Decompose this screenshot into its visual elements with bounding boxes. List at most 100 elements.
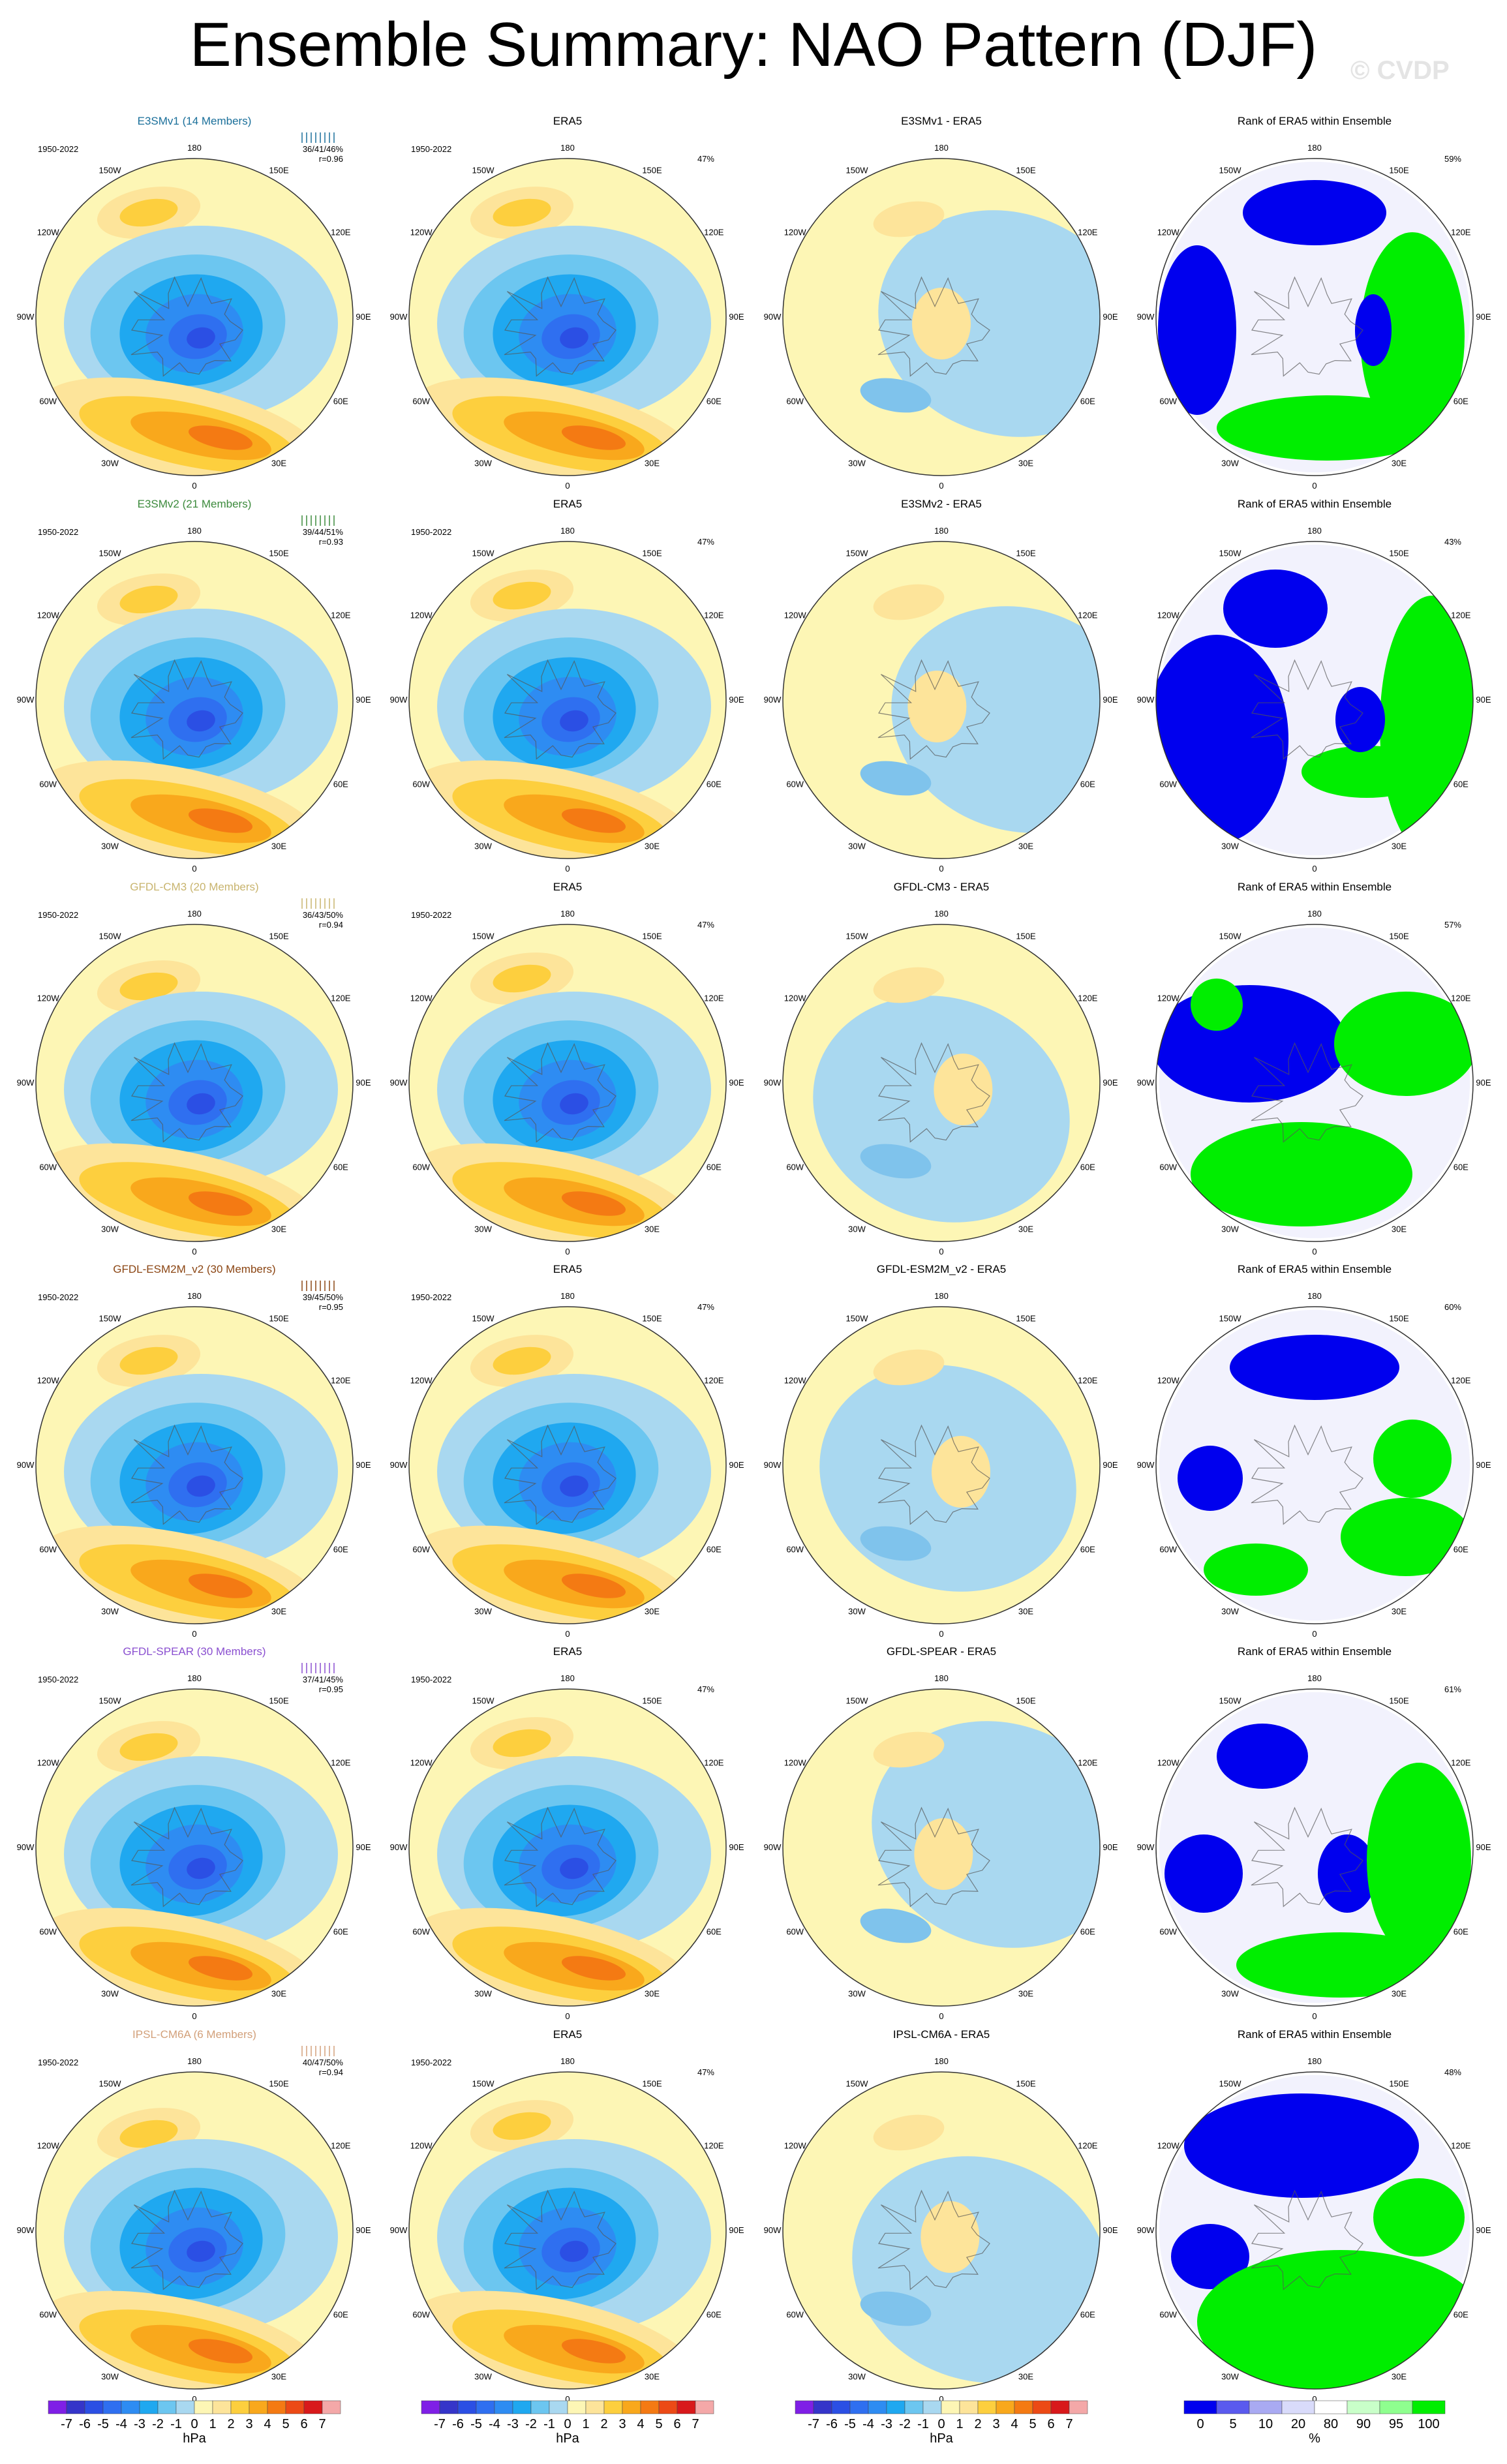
lon-label: 120E <box>704 1376 724 1386</box>
colorbar-swatch <box>530 2400 550 2414</box>
colorbar-swatch <box>1069 2400 1088 2414</box>
panel-title: E3SMv1 - ERA5 <box>901 115 982 127</box>
pc-variance: 47% <box>697 1302 714 1312</box>
lon-label: 30W <box>474 841 492 851</box>
lon-label: 60W <box>1159 1545 1177 1555</box>
atlantic-pos-core <box>188 2339 253 2364</box>
colorbar-swatch <box>941 2400 960 2414</box>
lon-label: 150E <box>1016 166 1036 175</box>
lon-label: 150E <box>1389 932 1409 941</box>
colorbar-hpa: -7 -6 -5 -4 -3 -2 -1 0 1 2 3 4 5 6 7 hPa <box>421 2400 714 2446</box>
lon-label: 90E <box>729 1842 744 1852</box>
lon-label: 60E <box>333 1927 348 1937</box>
lon-label: 90E <box>356 695 371 705</box>
pacific-pos-core <box>493 198 551 227</box>
panel-title: Rank of ERA5 within Ensemble <box>1238 2028 1392 2041</box>
arctic-neg-core <box>187 710 215 732</box>
lon-label: 90W <box>1137 1460 1155 1470</box>
lon-label: 60E <box>333 397 348 406</box>
lon-label: 90W <box>390 312 408 322</box>
lon-label: 60W <box>1159 1163 1177 1172</box>
panel-title: GFDL-ESM2M_v2 - ERA5 <box>877 1263 1006 1275</box>
panel-title: Rank of ERA5 within Ensemble <box>1238 498 1392 510</box>
rank-region-4 <box>1355 294 1392 366</box>
lon-label: 150E <box>1389 1314 1409 1324</box>
lon-label: 90E <box>729 695 744 705</box>
coastline <box>130 1042 243 1143</box>
map-content <box>409 2072 726 2389</box>
lon-label: 30E <box>645 1606 660 1616</box>
map-border <box>1155 2071 1474 2390</box>
lon-label: 0 <box>1312 2394 1317 2404</box>
map-content <box>1156 1307 1473 1624</box>
diff-pos-arctic <box>914 1818 973 1890</box>
lon-label: 30E <box>645 1224 660 1234</box>
panel-title: E3SMv1 (14 Members) <box>138 115 252 127</box>
panel-r2-c2: 180 150E 120E 90E 60E 30E 0 30W 60W 90W 120W 150W GF… <box>764 881 1118 1256</box>
lon-label: 0 <box>939 864 943 874</box>
lon-label: 0 <box>192 2394 196 2404</box>
map-content <box>409 924 726 1241</box>
lon-label: 0 <box>192 1629 196 1639</box>
pc-stats: 39/45/50% <box>303 1292 344 1302</box>
lon-label: 150E <box>1389 1696 1409 1706</box>
colorbar-swatch <box>640 2400 660 2414</box>
lon-label: 90W <box>390 695 408 705</box>
lon-label: 150W <box>1219 932 1242 941</box>
panel-r4-c1: 180 150E 120E 90E 60E 30E 0 30W 60W 90W 120W 150W ER… <box>390 1645 744 2021</box>
pacific-pos-core <box>493 581 551 610</box>
lon-label: 90E <box>1103 695 1118 705</box>
lon-label: 150E <box>269 1314 289 1324</box>
pc-stats: 40/47/50% <box>303 2058 344 2067</box>
lon-label: 90E <box>1476 2225 1491 2235</box>
colorbar-swatch <box>48 2400 67 2414</box>
map-border <box>408 924 727 1242</box>
lon-label: 60E <box>333 2310 348 2320</box>
colorbar-tick: 0 <box>190 2417 198 2431</box>
diff-pos-arctic <box>921 2201 980 2273</box>
panel-title: Rank of ERA5 within Ensemble <box>1238 1645 1392 1658</box>
diff-pos-pacific <box>873 584 945 620</box>
lon-label: 150W <box>846 932 869 941</box>
map-content <box>36 2072 353 2389</box>
map-border <box>782 158 1101 476</box>
arctic-neg-core <box>560 1475 588 1497</box>
lon-label: 60E <box>707 397 722 406</box>
lon-label: 90E <box>1476 1460 1491 1470</box>
map-border <box>35 1306 354 1624</box>
lon-label: 60E <box>1454 780 1469 789</box>
lon-label: 30W <box>101 841 119 851</box>
pacific-pos-core <box>493 1729 551 1757</box>
colorbar-swatch <box>695 2400 714 2414</box>
lon-label: 90W <box>390 1842 408 1852</box>
diff-pos-pacific <box>873 1731 945 1768</box>
colorbar-swatch <box>1183 2400 1217 2414</box>
coastline <box>877 1806 990 1908</box>
pacific-pos-core <box>493 1346 551 1375</box>
panel-r0-c0: 180 150E 120E 90E 60E 30E 0 30W 60W 90W 120W 150W E3… <box>17 115 371 491</box>
colorbar-tick: 4 <box>264 2417 271 2431</box>
colorbar-swatch <box>795 2400 814 2414</box>
lon-label: 60E <box>1454 1163 1469 1172</box>
arctic-neg-core <box>187 1093 215 1115</box>
arctic-neg-core <box>560 2240 588 2262</box>
lon-label: 150E <box>269 932 289 941</box>
arctic-neg-core <box>560 1093 588 1115</box>
map-content <box>783 541 1100 859</box>
lon-label: 120W <box>1157 1758 1180 1768</box>
rank-region-4 <box>1373 1420 1452 1498</box>
colorbar-tick: 1 <box>582 2417 589 2431</box>
lon-label: 30E <box>1392 2371 1407 2381</box>
lon-label: 60E <box>707 1545 722 1555</box>
lon-label: 60E <box>1454 397 1469 406</box>
lon-label: 30W <box>1221 2371 1239 2381</box>
colorbar-swatch <box>121 2400 140 2414</box>
lon-label: 60E <box>707 1927 722 1937</box>
rank-region-2 <box>1380 596 1473 857</box>
lon-label: 90W <box>17 2225 35 2235</box>
lon-label: 30W <box>474 1988 492 1998</box>
panel-r2-c3: 180 150E 120E 90E 60E 30E 0 30W 60W 90W 120W 150W Ra… <box>1137 881 1491 1256</box>
panel-r2-c0: 180 150E 120E 90E 60E 30E 0 30W 60W 90W 120W 150W GF… <box>17 881 371 1256</box>
pc-variance: 47% <box>697 2067 714 2077</box>
lon-label: 60E <box>1080 397 1095 406</box>
